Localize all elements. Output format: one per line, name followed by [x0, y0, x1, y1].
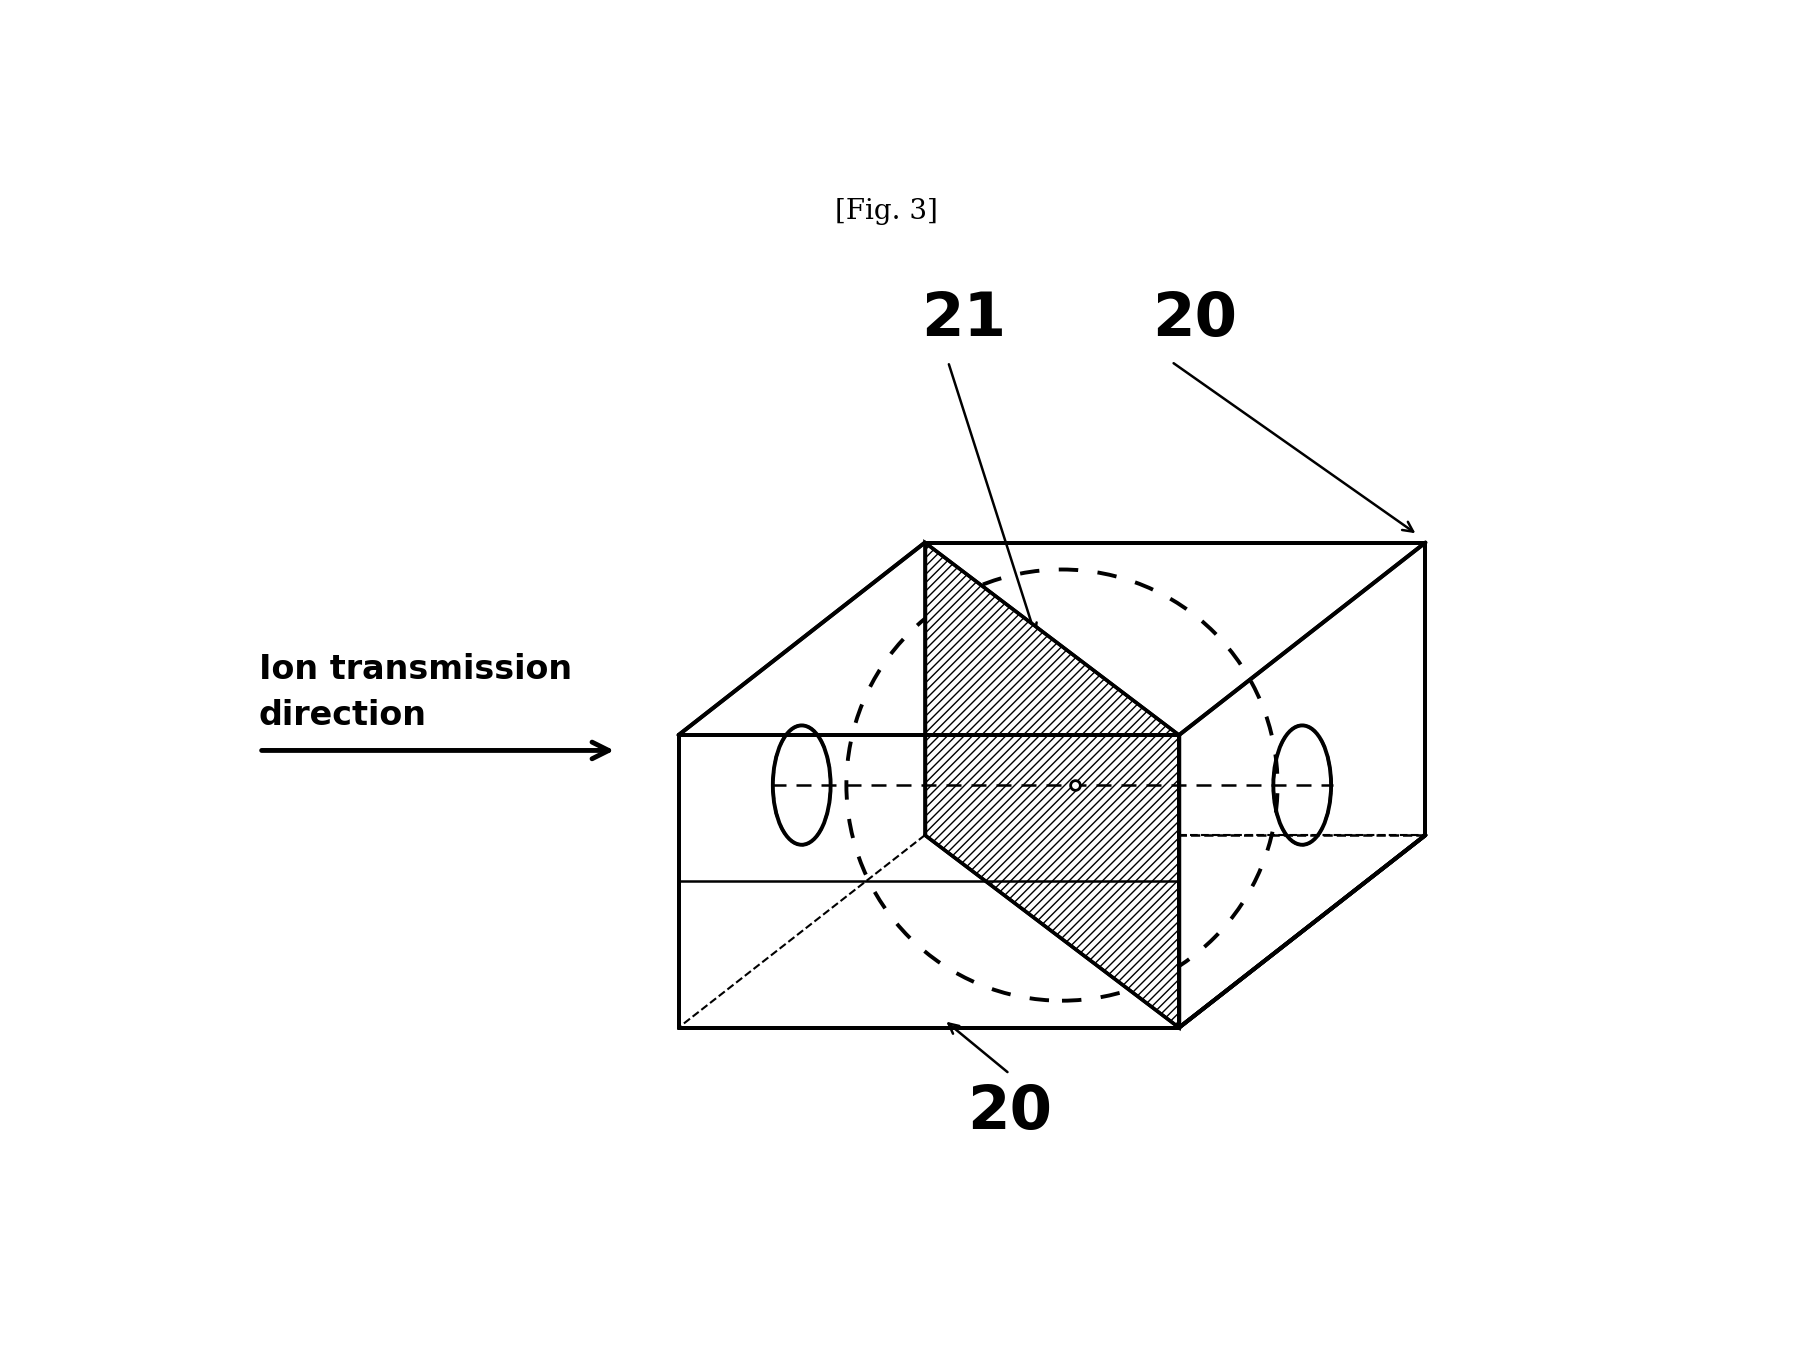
Text: Ion transmission: Ion transmission [258, 654, 571, 686]
Text: 20: 20 [1151, 289, 1237, 348]
Polygon shape [924, 542, 1179, 1028]
Text: [Fig. 3]: [Fig. 3] [835, 198, 939, 225]
Text: direction: direction [258, 699, 427, 732]
Text: 21: 21 [920, 289, 1006, 348]
Text: 20: 20 [968, 1083, 1051, 1142]
